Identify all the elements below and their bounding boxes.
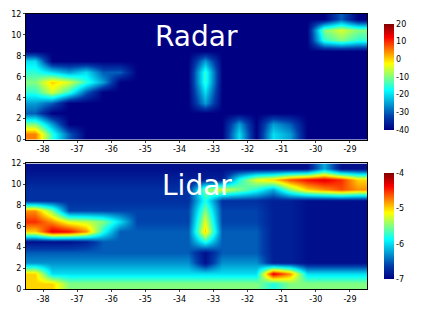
svg-text:20: 20: [396, 20, 406, 29]
svg-text:-35: -35: [139, 145, 152, 154]
svg-text:Radar: Radar: [155, 20, 238, 53]
svg-text:0: 0: [16, 285, 21, 294]
svg-text:8: 8: [16, 52, 21, 61]
svg-text:-32: -32: [241, 145, 254, 154]
svg-text:2: 2: [16, 264, 21, 273]
svg-text:0: 0: [396, 55, 401, 64]
svg-text:10: 10: [396, 37, 406, 46]
svg-text:-37: -37: [71, 145, 84, 154]
svg-text:-33: -33: [207, 145, 220, 154]
svg-text:-33: -33: [207, 295, 220, 304]
svg-text:10: 10: [11, 180, 21, 189]
svg-text:-5: -5: [396, 204, 404, 213]
svg-text:6: 6: [16, 73, 21, 82]
svg-text:-29: -29: [343, 145, 356, 154]
svg-text:-6: -6: [396, 240, 404, 249]
svg-text:-34: -34: [173, 295, 186, 304]
svg-text:4: 4: [16, 243, 21, 252]
svg-text:-36: -36: [105, 295, 118, 304]
svg-text:-4: -4: [396, 169, 404, 178]
svg-text:-32: -32: [241, 295, 254, 304]
svg-text:-34: -34: [173, 145, 186, 154]
svg-text:-36: -36: [105, 145, 118, 154]
svg-text:8: 8: [16, 201, 21, 210]
svg-text:12: 12: [11, 10, 21, 19]
svg-text:-30: -30: [309, 145, 322, 154]
svg-text:-37: -37: [71, 295, 84, 304]
svg-text:Lidar: Lidar: [162, 169, 232, 202]
svg-text:-31: -31: [275, 295, 288, 304]
svg-text:-10: -10: [396, 73, 409, 82]
svg-text:2: 2: [16, 114, 21, 123]
svg-text:-30: -30: [396, 108, 409, 117]
svg-text:-40: -40: [396, 126, 409, 135]
svg-text:-31: -31: [275, 145, 288, 154]
svg-text:4: 4: [16, 94, 21, 103]
svg-text:-38: -38: [37, 295, 50, 304]
svg-text:0: 0: [16, 135, 21, 144]
svg-text:6: 6: [16, 222, 21, 231]
svg-text:-35: -35: [139, 295, 152, 304]
svg-text:-20: -20: [396, 90, 409, 99]
svg-text:-29: -29: [343, 295, 356, 304]
svg-text:-7: -7: [396, 275, 404, 284]
svg-text:10: 10: [11, 31, 21, 40]
svg-text:12: 12: [11, 159, 21, 168]
svg-text:-30: -30: [309, 295, 322, 304]
svg-text:-38: -38: [37, 145, 50, 154]
